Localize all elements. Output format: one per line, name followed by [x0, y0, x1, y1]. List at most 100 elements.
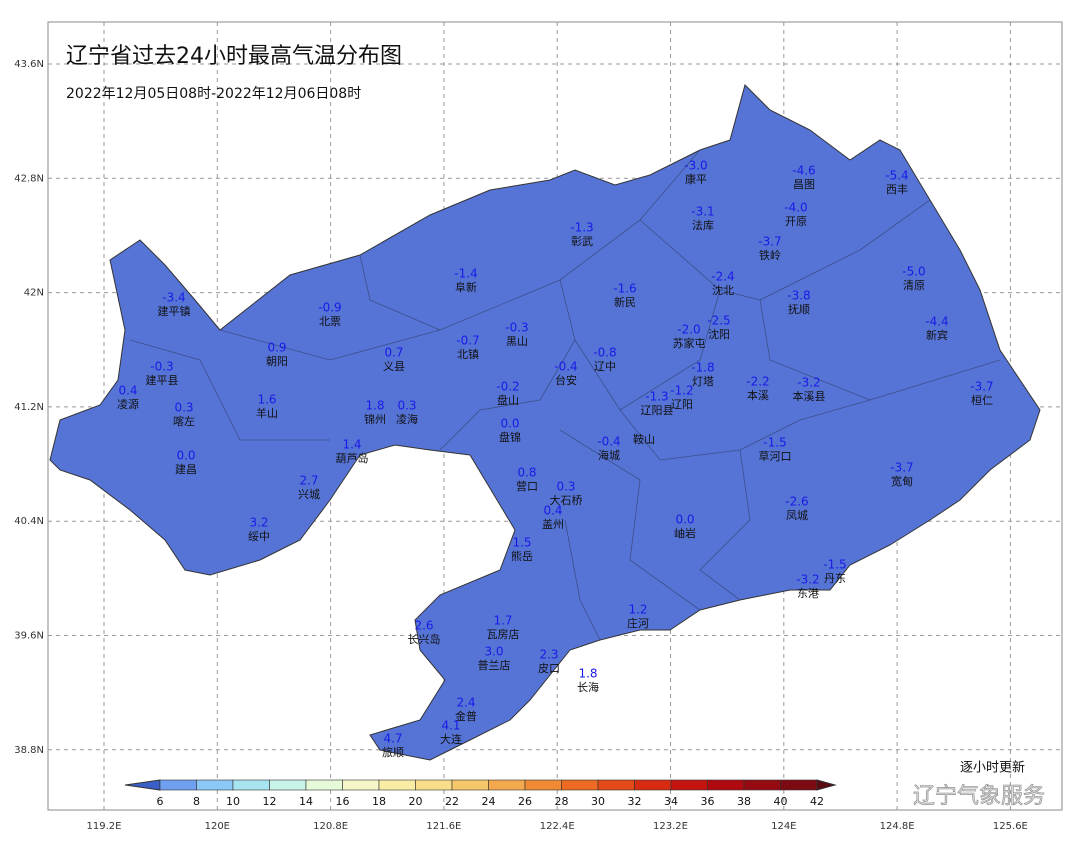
lon-label: 119.2E: [87, 821, 122, 832]
station-value: 2.6: [414, 619, 433, 633]
station-name: 凤城: [786, 509, 808, 522]
station-name: 绥中: [248, 530, 270, 543]
colorbar-bin: [342, 779, 380, 791]
station-name: 抚顺: [788, 302, 810, 316]
station-name: 辽阳: [671, 398, 693, 411]
lat-label: 41.2N: [14, 402, 44, 413]
lat-label: 43.6N: [14, 59, 44, 70]
station-name: 盘山: [497, 393, 519, 407]
station-value: 4.7: [383, 732, 402, 746]
station-value: 0.3: [556, 480, 575, 494]
station-name: 旅顺: [382, 745, 404, 759]
station-name: 彰武: [571, 234, 593, 248]
station-value: 0.0: [500, 417, 519, 431]
lon-label: 120E: [205, 821, 230, 832]
station-name: 岫岩: [674, 526, 696, 540]
colorbar: 6 8 10 12 14 16 18 20 22 24 26 28 30 32 34 36 38 40 42: [124, 779, 837, 808]
station-value: -2.0: [677, 323, 700, 337]
colorbar-label: 8: [193, 795, 200, 808]
lat-label: 39.6N: [14, 631, 44, 642]
lon-label: 120.8E: [313, 821, 348, 832]
lon-label: 124E: [771, 821, 796, 832]
colorbar-label: 12: [263, 795, 277, 808]
colorbar-label: 6: [157, 795, 164, 808]
colorbar-bin: [597, 779, 635, 791]
watermark: 辽宁气象服务: [913, 784, 1045, 809]
colorbar-label: 22: [445, 795, 459, 808]
colorbar-bin: [269, 779, 307, 791]
station-name: 桓仁: [971, 393, 993, 407]
colorbar-high: [816, 779, 837, 791]
colorbar-bin: [634, 779, 672, 791]
colorbar-label: 40: [774, 795, 788, 808]
station-name: 瓦房店: [487, 627, 520, 641]
colorbar-label: 36: [701, 795, 715, 808]
station-value: -4.0: [784, 201, 807, 215]
station-name: 大石桥: [550, 493, 583, 507]
lon-label: 122.4E: [540, 821, 575, 832]
station-name: 法库: [692, 218, 714, 232]
station-name: 金普: [455, 709, 477, 723]
station-value: -1.2: [670, 384, 693, 398]
station-value: 0.0: [675, 513, 694, 527]
graticule: 43.6N 42.8N 42N 41.2N 40.4N 39.6N 38.8N 119.2E 1…: [14, 22, 1062, 832]
station-value: -0.4: [554, 360, 577, 374]
station-name: 盘锦: [499, 430, 521, 444]
station-name: 海城: [598, 448, 620, 462]
province-outline: [49, 84, 1041, 761]
lat-label: 42.8N: [14, 173, 44, 184]
station-value: -0.8: [593, 346, 616, 360]
colorbar-label: 28: [555, 795, 569, 808]
station-value: -0.3: [505, 321, 528, 335]
colorbar-label: 24: [482, 795, 496, 808]
colorbar-bin: [524, 779, 562, 791]
station-name: 羊山: [256, 406, 278, 420]
station-name: 铁岭: [759, 248, 781, 262]
station-value: 3.2: [249, 516, 268, 530]
station-name: 普兰店: [478, 658, 511, 672]
station-name: 锦州: [364, 412, 386, 426]
colorbar-bin: [232, 779, 270, 791]
station-name: 葫芦岛: [336, 451, 369, 465]
lat-label: 40.4N: [14, 516, 44, 527]
station-value: -5.0: [902, 265, 925, 279]
station-name: 草河口: [759, 450, 792, 463]
colorbar-label: 34: [664, 795, 678, 808]
station-value: 0.4: [543, 504, 562, 518]
station-value: -2.5: [707, 314, 730, 328]
colorbar-label: 10: [226, 795, 240, 808]
station-value: 1.8: [365, 399, 384, 413]
station-value: -3.2: [796, 573, 819, 587]
station-name: 凌海: [396, 412, 418, 426]
station-value: 4.1: [441, 719, 460, 733]
station-value: 1.5: [512, 536, 531, 550]
station-value: 2.4: [456, 696, 475, 710]
colorbar-bin: [780, 779, 818, 791]
colorbar-label: 32: [628, 795, 642, 808]
station-name: 开原: [785, 215, 807, 228]
station-value: 2.3: [539, 648, 558, 662]
station-value: -0.9: [318, 301, 341, 315]
colorbar-bin: [159, 779, 197, 791]
station-value: -5.4: [885, 169, 908, 183]
station-value: 1.7: [493, 614, 512, 628]
station-value: -2.4: [711, 270, 734, 284]
station-name: 新民: [614, 295, 636, 309]
station-value: -4.4: [925, 315, 948, 329]
station-value: 0.7: [384, 346, 403, 360]
station-name: 沈阳: [708, 327, 730, 341]
colorbar-bin: [561, 779, 599, 791]
station-name: 辽中: [594, 360, 616, 373]
station-value: 0.3: [397, 399, 416, 413]
colorbar-label: 18: [372, 795, 386, 808]
station-value: 0.9: [267, 341, 286, 355]
station-name: 康平: [685, 172, 707, 186]
station-value: 1.8: [578, 667, 597, 681]
station-value: 0.0: [176, 449, 195, 463]
station-name: 昌图: [793, 178, 815, 191]
colorbar-label: 26: [518, 795, 532, 808]
station-name: 凌源: [117, 397, 139, 411]
station-name: 苏家屯: [673, 336, 706, 350]
station-name: 建平县: [146, 373, 179, 387]
